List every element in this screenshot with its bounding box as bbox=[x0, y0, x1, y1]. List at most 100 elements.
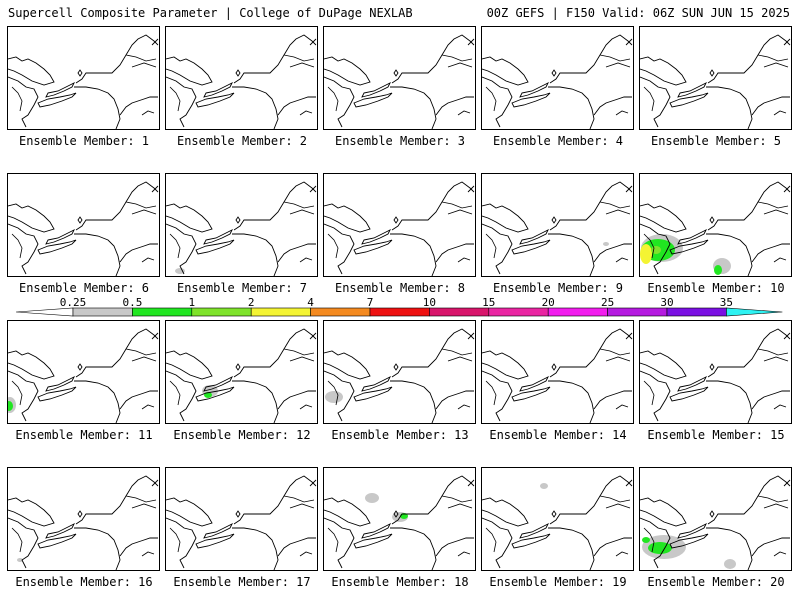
scp-shade-0.5 bbox=[642, 537, 650, 543]
scp-shading bbox=[640, 234, 731, 275]
map-svg bbox=[324, 34, 475, 129]
map-outlines bbox=[482, 34, 633, 129]
colorbar: 0.25 0.5 1 2 4 7 10 15 20 25 30 35 bbox=[15, 296, 783, 317]
map-outlines bbox=[640, 475, 791, 570]
colorbar-over-arrow bbox=[726, 307, 783, 317]
scp-shade-0.25 bbox=[325, 391, 343, 403]
scp-shade-0.25 bbox=[175, 268, 185, 274]
scp-shading bbox=[175, 268, 185, 274]
map-panel-16 bbox=[7, 467, 160, 571]
scp-shade-0.5 bbox=[8, 401, 13, 411]
map-outlines bbox=[166, 181, 317, 276]
member-label-14: Ensemble Member: 14 bbox=[489, 428, 627, 442]
map-panel-2 bbox=[165, 26, 318, 130]
scp-shade-0.25 bbox=[724, 559, 736, 569]
colorbar-label-25: 25 bbox=[601, 296, 614, 309]
scp-shade-0.25 bbox=[17, 558, 23, 562]
scp-shading bbox=[8, 397, 16, 413]
scp-shade-0.5 bbox=[204, 392, 212, 398]
member-label-9: Ensemble Member: 9 bbox=[492, 281, 624, 295]
scp-shading bbox=[603, 242, 609, 246]
colorbar-label-0.5: 0.5 bbox=[122, 296, 142, 309]
member-label-15: Ensemble Member: 15 bbox=[647, 428, 785, 442]
map-panel-12 bbox=[165, 320, 318, 424]
map-panel-10 bbox=[639, 173, 792, 277]
map-panel-20 bbox=[639, 467, 792, 571]
map-outlines bbox=[640, 328, 791, 423]
map-svg bbox=[324, 328, 475, 423]
scp-shade-0.5 bbox=[648, 542, 672, 554]
scp-shading bbox=[365, 493, 408, 522]
member-label-1: Ensemble Member: 1 bbox=[18, 134, 150, 148]
colorbar-label-0.25: 0.25 bbox=[60, 296, 87, 309]
member-label-8: Ensemble Member: 8 bbox=[334, 281, 466, 295]
colorbar-label-4: 4 bbox=[307, 296, 314, 309]
map-svg bbox=[8, 181, 159, 276]
map-svg bbox=[482, 181, 633, 276]
member-label-10: Ensemble Member: 10 bbox=[647, 281, 785, 295]
map-svg bbox=[324, 181, 475, 276]
map-outlines bbox=[640, 34, 791, 129]
member-label-13: Ensemble Member: 13 bbox=[331, 428, 469, 442]
map-panel-9 bbox=[481, 173, 634, 277]
map-outlines bbox=[166, 34, 317, 129]
map-svg bbox=[166, 475, 317, 570]
scp-shading bbox=[642, 535, 736, 569]
colorbar-label-7: 7 bbox=[367, 296, 374, 309]
map-svg bbox=[482, 328, 633, 423]
colorbar-band-15 bbox=[488, 307, 549, 317]
colorbar-band-30 bbox=[666, 307, 727, 317]
colorbar-label-30: 30 bbox=[660, 296, 673, 309]
map-panel-15 bbox=[639, 320, 792, 424]
member-label-11: Ensemble Member: 11 bbox=[15, 428, 153, 442]
map-panel-4 bbox=[481, 26, 634, 130]
scp-shade-0.25 bbox=[540, 483, 548, 489]
scp-shade-2 bbox=[640, 244, 652, 264]
colorbar-band-1 bbox=[191, 307, 252, 317]
map-outlines bbox=[482, 181, 633, 276]
colorbar-band-4 bbox=[310, 307, 371, 317]
member-label-20: Ensemble Member: 20 bbox=[647, 575, 785, 589]
scp-shading bbox=[325, 391, 343, 403]
map-svg bbox=[640, 34, 791, 129]
map-outlines bbox=[8, 181, 159, 276]
colorbar-band-2 bbox=[250, 307, 311, 317]
member-label-18: Ensemble Member: 18 bbox=[331, 575, 469, 589]
member-label-17: Ensemble Member: 17 bbox=[173, 575, 311, 589]
map-outlines bbox=[482, 328, 633, 423]
map-outlines bbox=[324, 475, 475, 570]
member-label-4: Ensemble Member: 4 bbox=[492, 134, 624, 148]
map-svg bbox=[166, 328, 317, 423]
scp-shade-1 bbox=[651, 246, 661, 254]
map-panel-8 bbox=[323, 173, 476, 277]
colorbar-label-15: 15 bbox=[482, 296, 495, 309]
member-label-7: Ensemble Member: 7 bbox=[176, 281, 308, 295]
member-label-2: Ensemble Member: 2 bbox=[176, 134, 308, 148]
map-svg bbox=[324, 475, 475, 570]
map-panel-14 bbox=[481, 320, 634, 424]
map-svg bbox=[482, 34, 633, 129]
map-outlines bbox=[8, 34, 159, 129]
scp-shade-0.25 bbox=[603, 242, 609, 246]
map-svg bbox=[166, 34, 317, 129]
member-label-19: Ensemble Member: 19 bbox=[489, 575, 627, 589]
map-svg bbox=[482, 475, 633, 570]
map-outlines bbox=[166, 328, 317, 423]
scp-shade-0.25 bbox=[365, 493, 379, 503]
map-panel-6 bbox=[7, 173, 160, 277]
map-svg bbox=[640, 181, 791, 276]
colorbar-label-20: 20 bbox=[542, 296, 555, 309]
scp-shade-0.5 bbox=[714, 265, 722, 275]
map-svg bbox=[640, 328, 791, 423]
scp-shading bbox=[540, 483, 548, 489]
map-svg bbox=[8, 34, 159, 129]
colorbar-label-10: 10 bbox=[423, 296, 436, 309]
map-panel-18 bbox=[323, 467, 476, 571]
map-panel-3 bbox=[323, 26, 476, 130]
colorbar-label-35: 35 bbox=[720, 296, 733, 309]
map-outlines bbox=[166, 475, 317, 570]
map-panel-19 bbox=[481, 467, 634, 571]
scp-shading bbox=[17, 558, 23, 562]
map-outlines bbox=[482, 475, 633, 570]
map-panel-11 bbox=[7, 320, 160, 424]
